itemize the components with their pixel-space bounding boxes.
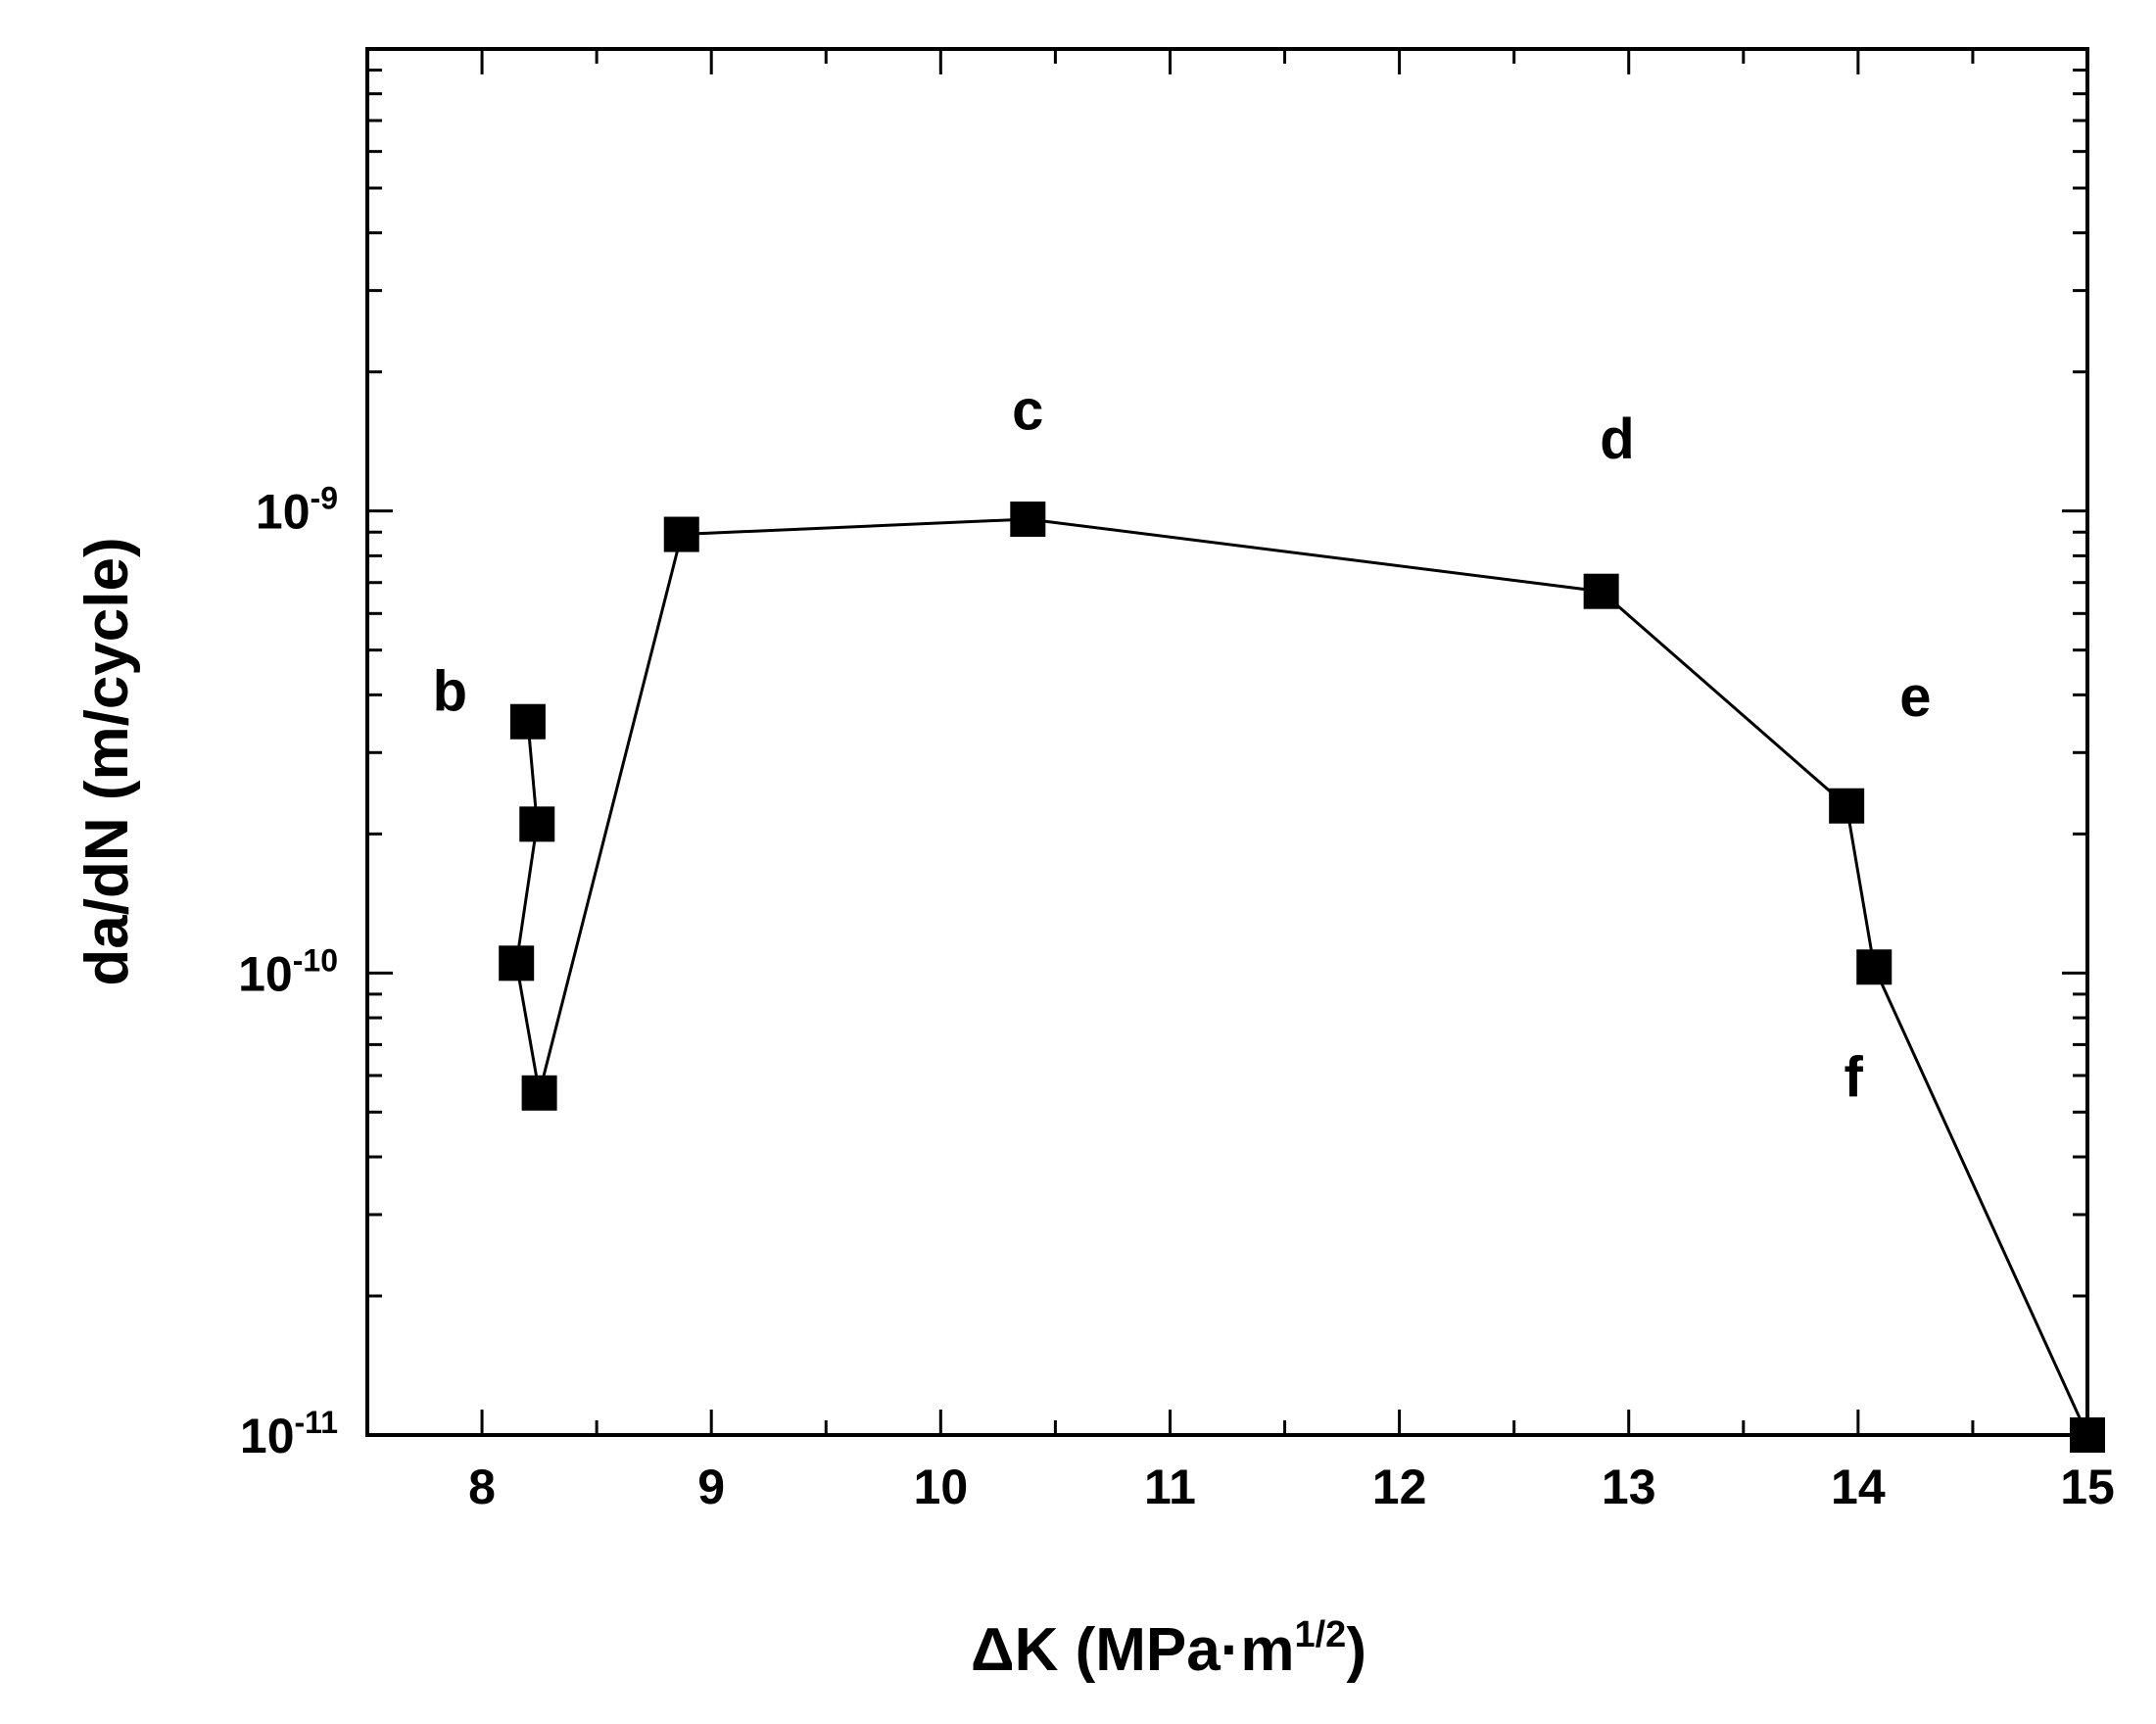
x-tick-label: 8 (468, 1460, 496, 1514)
y-tick-label-base: 10 (240, 1409, 295, 1463)
x-tick-label: 12 (1372, 1460, 1427, 1514)
x-axis-label-base: ΔK (MPa·m (971, 1616, 1294, 1684)
axis-ticks (367, 49, 2089, 1437)
y-tick-label-exp: -9 (311, 481, 338, 516)
point-label-c: c (1012, 379, 1043, 443)
x-axis-label-exp: 1/2 (1294, 1614, 1346, 1655)
data-point (499, 945, 535, 982)
data-point (509, 703, 546, 740)
y-tick-label: 10-9 (256, 481, 338, 540)
x-tick-label: 10 (914, 1460, 969, 1514)
x-axis-label-close: ) (1346, 1616, 1366, 1684)
y-tick-label: 10-10 (238, 942, 338, 1001)
point-annotations: b c d e f (433, 379, 1932, 1110)
x-tick-label: 15 (2060, 1460, 2115, 1514)
data-point (521, 1075, 557, 1111)
data-point (2070, 1417, 2105, 1453)
point-label-d: d (1600, 407, 1634, 471)
data-point (1010, 502, 1046, 538)
y-axis-label: da/dN (m/cycle) (73, 537, 141, 985)
x-axis-label: ΔK (MPa·m1/2) (971, 1614, 1366, 1684)
data-point (663, 516, 699, 552)
y-tick-label-exp: -10 (293, 942, 338, 978)
data-point (519, 806, 555, 842)
point-label-f: f (1845, 1046, 1864, 1110)
series-line (514, 517, 2089, 1436)
data-point (1829, 788, 1865, 824)
x-tick-label: 14 (1831, 1460, 1886, 1514)
y-tick-label-base: 10 (238, 946, 293, 1001)
y-tick-label-exp: -11 (295, 1405, 338, 1440)
data-point (1856, 949, 1892, 985)
data-point (1583, 573, 1619, 609)
point-label-b: b (433, 659, 467, 723)
point-label-e: e (1899, 665, 1931, 729)
y-tick-label-base: 10 (256, 485, 311, 540)
y-tick-label: 10-11 (240, 1405, 338, 1463)
plot-frame (365, 47, 2089, 1437)
x-tick-label: 9 (697, 1460, 725, 1514)
x-tick-label: 11 (1144, 1460, 1196, 1514)
x-tick-labels: 8 9 10 11 12 13 14 15 (468, 1460, 2115, 1514)
x-tick-label: 13 (1602, 1460, 1656, 1514)
series-markers (499, 502, 2105, 1453)
